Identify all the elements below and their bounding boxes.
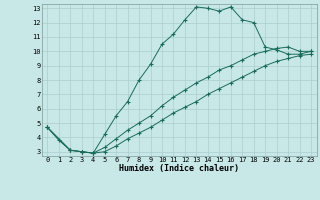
X-axis label: Humidex (Indice chaleur): Humidex (Indice chaleur) [119,164,239,173]
